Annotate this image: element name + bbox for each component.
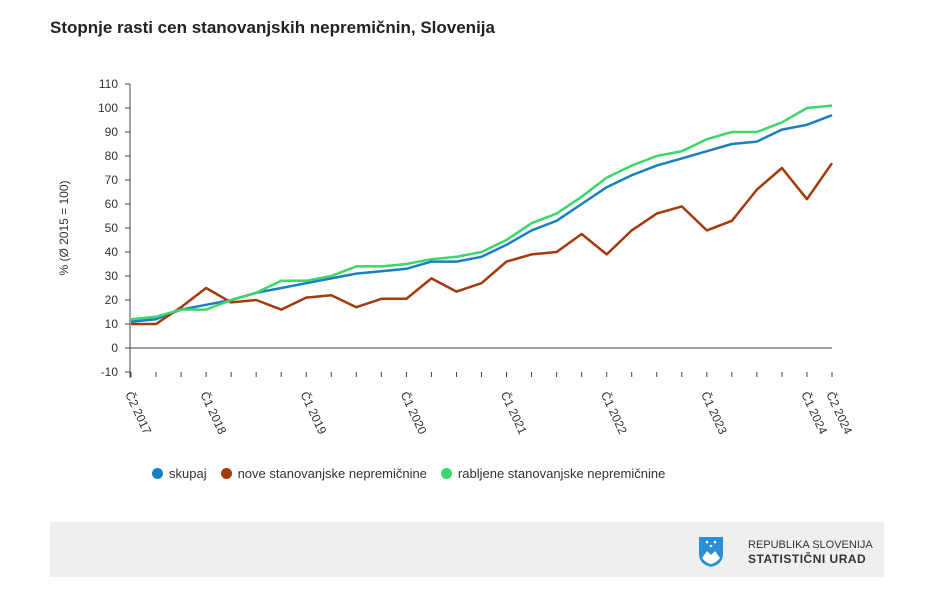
series-line — [130, 104, 833, 321]
legend-label: rabljene stanovanjske nepremičnine — [457, 466, 666, 481]
brand-line1: REPUBLIKA SLOVENIJA — [748, 539, 873, 551]
legend-item-nove[interactable]: nove stanovanjske nepremičnine — [220, 466, 427, 481]
brand-line2: STATISTIČNI URAD — [748, 552, 867, 566]
legend-item-skupaj[interactable]: skupaj — [152, 466, 207, 481]
series-line — [131, 162, 834, 326]
footer: REPUBLIKA SLOVENIJA STATISTIČNI URAD — [50, 522, 884, 577]
slovenia-coat-of-arms-icon — [699, 537, 723, 567]
y-tick-label: 50 — [105, 221, 119, 235]
y-tick-label: 110 — [99, 77, 118, 91]
x-tick-label: Č2 2017 — [122, 389, 155, 437]
y-tick-label: 0 — [111, 341, 118, 355]
y-tick-label: 30 — [105, 269, 119, 283]
chart-title: Stopnje rasti cen stanovanjskih nepremič… — [50, 18, 495, 37]
y-tick-label: -10 — [101, 365, 119, 379]
y-tick-label: 90 — [105, 125, 119, 139]
x-tick-label: Č1 2021 — [498, 389, 531, 437]
legend-dot — [152, 468, 163, 479]
x-tick-label: Č1 2020 — [398, 389, 431, 437]
legend-label: nove stanovanjske nepremičnine — [237, 466, 427, 481]
y-tick-label: 60 — [105, 197, 119, 211]
y-tick-label: 80 — [105, 149, 119, 163]
y-tick-label: 10 — [105, 317, 119, 331]
x-tick-label: Č1 2019 — [298, 389, 331, 437]
legend-label: skupaj — [169, 466, 207, 481]
x-tick-label: Č1 2022 — [598, 389, 631, 437]
y-tick-label: 70 — [105, 173, 119, 187]
legend: skupaj nove stanovanjske nepremičnine ra… — [152, 466, 665, 481]
legend-dot — [440, 468, 452, 479]
y-tick-label: 40 — [105, 245, 119, 259]
y-tick-label: 100 — [98, 101, 118, 115]
y-tick-label: 20 — [105, 293, 119, 307]
x-tick-label: Č1 2018 — [197, 389, 230, 437]
line-chart: -10 0 10 20 30 40 50 60 70 80 90 100 110 % (Ø 2015 = … — [57, 77, 856, 437]
legend-item-rabljene[interactable]: rabljene stanovanjske nepremičnine — [440, 466, 666, 481]
legend-dot — [220, 468, 232, 479]
x-tick-label: Č1 2023 — [698, 389, 731, 437]
y-axis-label: % (Ø 2015 = 100) — [57, 180, 71, 275]
brand: REPUBLIKA SLOVENIJA STATISTIČNI URAD — [748, 538, 873, 566]
series-line — [130, 114, 833, 323]
